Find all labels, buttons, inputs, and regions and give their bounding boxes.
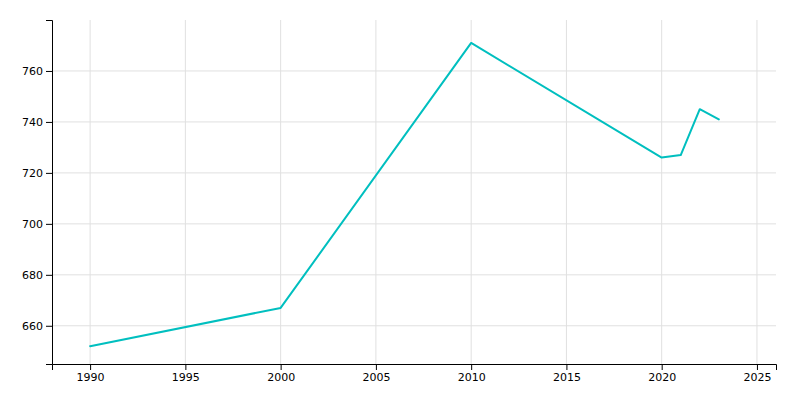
tick-mark [46,71,52,72]
tick-mark [185,364,186,370]
tick-label: 680 [22,269,43,282]
tick-mark [90,364,91,370]
tick-mark [471,364,472,370]
tick-label: 2005 [362,371,390,384]
tick-mark [757,364,758,370]
tick-label: 1990 [77,371,105,384]
tick: 2010 [458,364,486,384]
tick: 2005 [362,364,390,384]
tick-mark [46,224,52,225]
marks [90,43,719,346]
tick: 680 [22,269,52,282]
tick-label: 2020 [648,371,676,384]
grid-line-x [661,20,662,364]
grid [52,20,776,364]
grid-line-x [185,20,186,364]
tick-label: 720 [22,167,43,180]
tick: 2015 [553,364,581,384]
grid-line-x [471,20,472,364]
tick: 1990 [77,364,105,384]
tick: 700 [22,218,52,231]
tick: 2020 [648,364,676,384]
tick-label: 1995 [172,371,200,384]
grid-line-y [52,274,776,275]
grid-line-y [52,325,776,326]
tick-mark [376,364,377,370]
grid-line-x [280,20,281,364]
tick-label: 2015 [553,371,581,384]
tick: 760 [22,65,52,78]
grid-line-x [756,20,757,364]
axis-line [53,365,777,371]
tick-label: 2010 [458,371,486,384]
axis-line [46,21,53,365]
tick-mark [46,173,52,174]
tick-label: 660 [22,320,43,333]
plot: 1990 1995 2000 2005 2010 2015 2020 2025 660 680 70… [22,20,777,384]
grid-line-x [90,20,91,364]
y-axis: 660 680 700 720 740 760 [22,21,53,365]
tick-mark [281,364,282,370]
grid-line-x [375,20,376,364]
tick-mark [46,122,52,123]
tick-label: 740 [22,116,43,129]
tick: 740 [22,116,52,129]
tick-label: 700 [22,218,43,231]
grid-line-y [52,70,776,71]
tick: 720 [22,167,52,180]
tick-label: 2000 [267,371,295,384]
tick: 660 [22,320,52,333]
tick: 1995 [172,364,200,384]
tick-mark [662,364,663,370]
tick-mark [566,364,567,370]
tick: 2000 [267,364,295,384]
tick: 2025 [743,364,771,384]
grid-line-x [566,20,567,364]
tick-mark [46,275,52,276]
grid-line-y [52,172,776,173]
line [90,43,719,346]
grid-line-y [52,223,776,224]
tick-label: 760 [22,65,43,78]
tick-mark [46,326,52,327]
chart: 1990 1995 2000 2005 2010 2015 2020 2025 660 680 70… [0,0,800,400]
tick-label: 2025 [743,371,771,384]
x-axis: 1990 1995 2000 2005 2010 2015 2020 2025 [53,364,777,384]
